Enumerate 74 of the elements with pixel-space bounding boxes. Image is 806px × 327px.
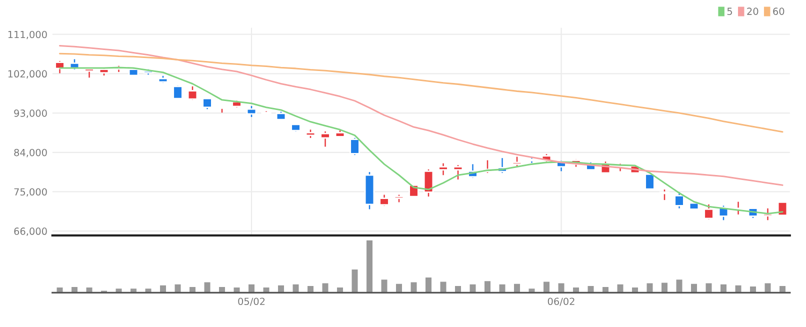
bar [556,282,566,293]
bar [454,284,462,293]
bar [645,282,654,293]
bar [586,284,596,293]
bar [144,287,153,293]
candlestick [246,105,257,118]
bar [232,286,242,293]
bar [336,286,344,293]
candlestick [350,137,360,156]
candlestick [423,168,434,198]
bar [763,282,772,293]
bar [188,286,197,293]
bar [734,284,743,293]
bar [202,280,212,293]
bar [527,287,536,293]
bar [276,284,286,293]
bar [84,286,94,293]
bar [380,278,389,293]
line-series [59,52,784,133]
bar [498,282,507,293]
bar [306,284,315,293]
bar [512,282,522,293]
candlestick [512,156,522,167]
y-tick-label: 66,000 [14,228,47,236]
bar [218,286,226,293]
candlestick [187,86,198,101]
bar [247,282,256,293]
bar [748,285,758,293]
bar [70,286,79,293]
bar [320,282,330,293]
candlestick [704,204,714,220]
bar [630,286,640,293]
candlestick [202,98,212,110]
bar [690,282,698,293]
bar [394,282,404,293]
x-tick-label: 06/02 [548,298,574,306]
bar [542,280,551,293]
x-tick-label: 05/02 [238,298,265,306]
bar [173,282,182,293]
candlestick [452,164,464,180]
bar [660,281,669,293]
bar [572,286,580,293]
bar [704,282,714,293]
y-tick-label: 84,000 [14,148,47,158]
bar [114,287,124,293]
y-tick-label: 93,000 [14,110,47,118]
line-series [59,44,784,186]
legend-label: 5 [727,8,732,15]
legend-label: 20 [747,8,758,15]
bar [719,282,728,293]
bar [424,276,433,293]
y-tick-label: 111,000 [8,30,47,40]
bar [350,268,360,293]
candlestick [659,188,670,201]
bar [55,286,64,293]
bar [468,282,478,293]
bar [409,280,418,293]
bar [616,282,625,293]
bar [483,280,492,293]
bar [438,280,448,293]
bar [262,286,271,293]
bar [674,278,684,293]
legend-label: 60 [773,8,784,15]
bar [129,287,138,293]
bar [601,286,610,293]
bar [158,284,168,293]
candlestick [438,162,448,176]
bar [778,284,787,293]
candlestick [674,192,684,209]
bar [291,282,300,293]
bar [365,239,374,293]
y-tick-label: 102,000 [8,70,47,79]
y-tick-label: 75,000 [14,188,47,197]
candlestick [320,130,330,148]
